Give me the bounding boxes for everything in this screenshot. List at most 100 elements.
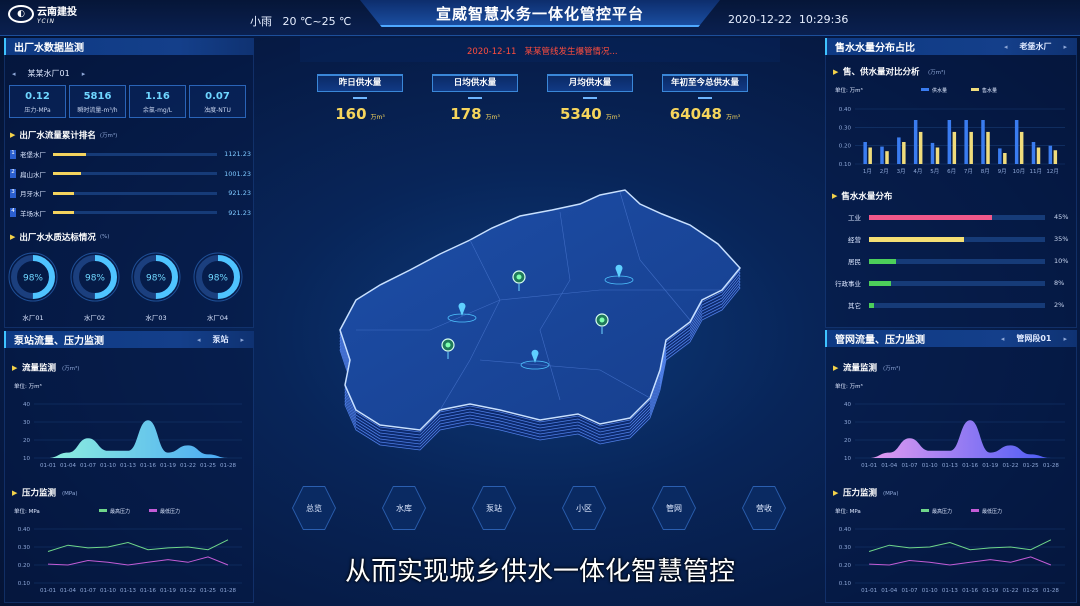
unit: (%)	[99, 234, 110, 240]
x-tick-label: 01-10	[100, 588, 116, 594]
dist-label: 行政事业	[835, 280, 861, 288]
rank-bar-fill	[53, 191, 75, 195]
x-tick-label: 2月	[880, 168, 889, 175]
y-tick-label: 30	[23, 420, 30, 426]
bottom-nav: 总览 水库 泵站 小区 管网 营收	[292, 486, 786, 530]
prev-arrow-icon[interactable]: ◂	[12, 69, 16, 78]
bar	[969, 131, 973, 164]
next-arrow-icon[interactable]: ▸	[1063, 42, 1067, 51]
y-tick-label: 0.20	[839, 563, 852, 569]
nav-item[interactable]: 小区	[562, 486, 606, 530]
nav-label: 营收	[743, 487, 785, 529]
rank-value: 1121.23	[224, 150, 251, 158]
ranking-row: 4 羊场水厂 921.23	[10, 208, 251, 218]
alert-bar	[300, 38, 780, 62]
panel-title: 售水水量分布占比	[835, 43, 915, 54]
x-tick-label: 01-01	[861, 588, 877, 594]
nav-label: 小区	[563, 487, 605, 529]
chart-title-text: 压力监测	[22, 488, 57, 499]
stat-label: 日均供水量	[432, 74, 518, 92]
bar	[880, 146, 884, 164]
panel-header: 泵站流量、压力监测 ◂ 泵站 ▸	[4, 331, 254, 348]
stat-value: 64048 万m³	[662, 105, 748, 123]
prev-arrow-icon[interactable]: ◂	[1000, 334, 1005, 343]
bar	[981, 120, 985, 164]
donut-ring: 98%	[193, 252, 242, 302]
plant-name: 月牙水厂	[20, 190, 46, 198]
dist-title: 售水水量分布	[841, 192, 893, 202]
alert-message[interactable]: 2020-12-11 某某管线发生爆管情况...	[467, 47, 618, 57]
plant-selector[interactable]: ◂ 某某水厂01 ▸	[12, 68, 85, 79]
district-boundary	[479, 359, 651, 399]
stat-number: 5340	[559, 105, 602, 123]
x-tick-label: 01-22	[180, 463, 196, 469]
weather-condition: 小雨	[250, 15, 272, 28]
pipe-selector[interactable]: ◂ 管网段01 ▸	[1001, 333, 1067, 344]
area-series	[869, 420, 1051, 458]
next-arrow-icon[interactable]: ▸	[240, 335, 244, 344]
chart-title-text: 流量监测	[22, 363, 57, 374]
bar	[897, 137, 901, 164]
quality-title: 出厂水水质达标情况	[19, 233, 96, 243]
dist-percent: 2%	[1054, 301, 1065, 309]
y-tick-label: 0.30	[839, 125, 852, 131]
page-title: 宣威智慧水务一体化管控平台	[435, 5, 644, 23]
prev-arrow-icon[interactable]: ◂	[1003, 42, 1008, 51]
chart-title-unit: (万m³)	[928, 69, 945, 76]
pump-selector[interactable]: ◂ 泵站 ▸	[197, 334, 244, 345]
kpi-value: 0.12	[25, 91, 50, 102]
bar	[913, 120, 918, 164]
bar	[1031, 142, 1036, 164]
x-tick-label: 01-10	[922, 588, 938, 594]
stat-number: 64048	[669, 105, 722, 123]
plant-selector[interactable]: ◂ 老堡水厂 ▸	[1004, 41, 1067, 52]
bar	[1036, 147, 1041, 164]
nav-item[interactable]: 营收	[742, 486, 786, 530]
section-title: ▶ 出厂水水质达标情况 (%)	[10, 231, 109, 243]
donut-value: 98%	[23, 274, 43, 284]
nav-item[interactable]: 总览	[292, 486, 336, 530]
stat-number: 160	[335, 105, 367, 123]
next-arrow-icon[interactable]: ▸	[1063, 334, 1067, 343]
nav-label: 泵站	[473, 487, 515, 529]
y-tick-label: 0.10	[839, 162, 852, 168]
x-tick-label: 01-13	[942, 588, 958, 594]
x-tick-label: 10月	[1013, 168, 1025, 175]
x-tick-label: 6月	[947, 168, 956, 175]
y-tick-label: 10	[23, 456, 30, 462]
x-tick-label: 11月	[1030, 168, 1043, 175]
bar	[868, 147, 872, 164]
legend-label: 售水量	[982, 87, 997, 94]
y-tick-label: 0.30	[18, 545, 31, 551]
panel-header: 出厂水数据监测	[4, 38, 254, 55]
x-tick-label: 01-28	[1043, 588, 1059, 594]
prev-arrow-icon[interactable]: ◂	[196, 335, 201, 344]
series-line	[869, 556, 1052, 566]
x-tick-label: 8月	[981, 168, 990, 175]
dist-percent: 8%	[1054, 279, 1065, 287]
x-tick-label: 01-28	[220, 463, 236, 469]
x-tick-label: 12月	[1046, 168, 1059, 175]
chart-title: ▶ 售、供水量对比分析 (万m³)	[833, 67, 945, 78]
y-tick-label: 40	[844, 402, 851, 408]
chart-title-text: 压力监测	[843, 488, 878, 499]
donut-arc	[134, 255, 178, 299]
nav-item[interactable]: 水库	[382, 486, 426, 530]
chart-title-text: 流量监测	[843, 363, 878, 374]
donut-outer-ring	[8, 252, 58, 302]
nav-item[interactable]: 泵站	[472, 486, 516, 530]
y-tick-label: 0.40	[839, 527, 852, 533]
nav-item[interactable]: 管网	[652, 486, 696, 530]
chart-title-unit: (万m³)	[62, 365, 79, 372]
stat-value: 5340 万m³	[547, 105, 633, 123]
logo-sub: YCIN	[37, 18, 56, 25]
next-arrow-icon[interactable]: ▸	[81, 69, 86, 78]
kpi-value: 0.07	[205, 91, 230, 102]
x-tick-label: 01-25	[200, 463, 216, 469]
x-tick-label: 5月	[930, 168, 939, 175]
y-tick-label: 40	[23, 402, 30, 408]
stat-unit: 万m³	[485, 114, 500, 121]
stat-card: 月均供水量 5340 万m³	[547, 74, 633, 123]
location-pin-icon	[520, 349, 550, 370]
triangle-icon: ▶	[832, 192, 838, 200]
